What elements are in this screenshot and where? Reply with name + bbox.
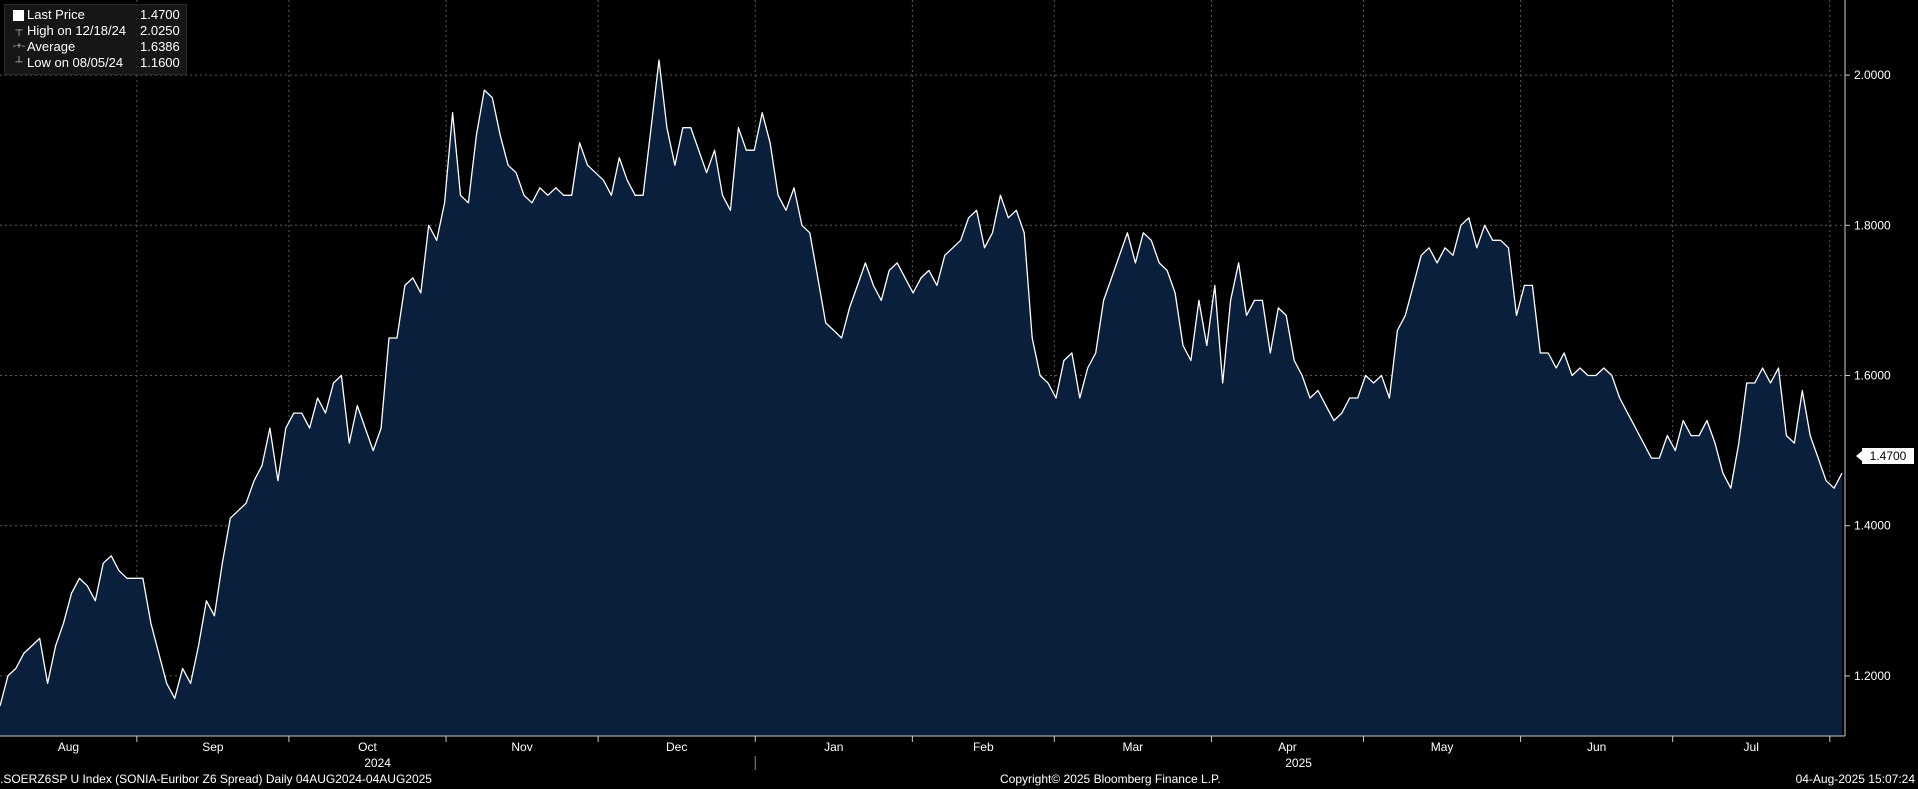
x-month-label: May	[1431, 740, 1454, 754]
legend-value: 1.6386	[140, 39, 180, 54]
low-marker-icon: ┴	[15, 57, 23, 68]
legend-row-high: ┬ High on 12/18/24 2.0250	[11, 23, 180, 39]
x-month-label: Nov	[511, 740, 532, 754]
y-tick-label: 1.8000	[1854, 218, 1891, 232]
last-price-tag: 1.4700	[1856, 448, 1914, 464]
legend-label: Average	[27, 39, 76, 54]
security-description: .SOERZ6SP U Index (SONIA-Euribor Z6 Spre…	[0, 772, 432, 786]
legend-row-last-price: Last Price 1.4700	[11, 7, 180, 23]
x-month-label: Feb	[973, 740, 994, 754]
y-tick-label: 2.0000	[1854, 68, 1891, 82]
y-tick-label: 1.4000	[1854, 519, 1891, 533]
series-area	[0, 60, 1842, 737]
x-year-label: 2024	[364, 756, 391, 770]
x-month-label: Jan	[824, 740, 843, 754]
legend-row-low: ┴ Low on 08/05/24 1.1600	[11, 55, 180, 71]
x-month-label: Apr	[1278, 740, 1297, 754]
legend-label: Low on 08/05/24	[27, 55, 124, 70]
x-month-label: Sep	[202, 740, 224, 754]
series-line	[0, 59, 1843, 707]
x-month-label: Oct	[358, 740, 377, 754]
series-last-price	[0, 59, 1843, 737]
legend-label: High on 12/18/24	[27, 23, 127, 38]
x-month-label: Dec	[666, 740, 687, 754]
average-marker-icon: -+-	[12, 41, 26, 52]
x-month-label: Aug	[58, 740, 79, 754]
high-marker-icon: ┬	[15, 25, 23, 36]
timestamp: 04-Aug-2025 15:07:24	[1795, 772, 1915, 786]
axes: 1.2000 1.4000 1.6000 1.8000 2.0000 Aug Sep Oct N…	[0, 0, 1891, 770]
x-year-label: 2025	[1285, 756, 1312, 770]
legend: Last Price 1.4700 ┬ High on 12/18/24 2.0…	[4, 4, 187, 75]
x-month-label: Jul	[1744, 740, 1759, 754]
legend-value: 1.4700	[140, 7, 180, 22]
legend-value: 2.0250	[140, 23, 180, 38]
copyright-notice: Copyright© 2025 Bloomberg Finance L.P.	[1000, 772, 1221, 786]
x-month-label: Mar	[1123, 740, 1144, 754]
last-price-swatch-icon	[13, 9, 24, 21]
legend-value: 1.1600	[140, 55, 180, 70]
legend-label: Last Price	[27, 7, 85, 22]
x-month-label: Jun	[1587, 740, 1606, 754]
y-tick-label: 1.2000	[1854, 669, 1891, 683]
legend-row-average: -+- Average 1.6386	[11, 39, 180, 55]
y-tick-label: 1.6000	[1854, 369, 1891, 383]
